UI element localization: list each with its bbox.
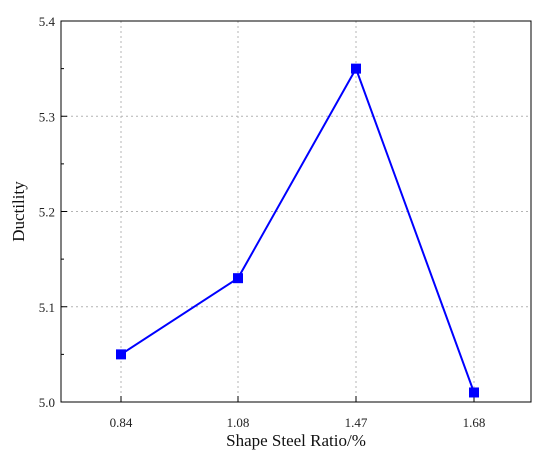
grid-lines — [61, 20, 531, 403]
y-tick-label: 5.4 — [39, 14, 56, 29]
series — [116, 63, 479, 398]
y-tick-label: 5.3 — [39, 109, 55, 124]
data-point-marker — [351, 63, 361, 74]
data-point-marker — [233, 273, 243, 284]
axis-ticks — [61, 20, 475, 403]
x-axis-title: Shape Steel Ratio/% — [226, 431, 366, 450]
series-line — [120, 66, 475, 393]
y-axis-title: Ductility — [9, 181, 28, 242]
x-tick-label: 1.68 — [463, 415, 486, 430]
data-point-marker — [116, 349, 126, 360]
data-point-marker — [469, 387, 479, 398]
x-tick-label: 0.84 — [110, 415, 133, 430]
y-tick-label: 5.2 — [39, 205, 55, 220]
x-tick-label: 1.47 — [345, 415, 368, 430]
y-tick-label: 5.0 — [39, 395, 55, 410]
y-tick-label: 5.1 — [39, 300, 55, 315]
tick-labels: 5.0 5.1 5.2 5.3 5.4 0.84 1.08 1.47 1.68 — [39, 14, 486, 430]
x-tick-label: 1.08 — [227, 415, 250, 430]
